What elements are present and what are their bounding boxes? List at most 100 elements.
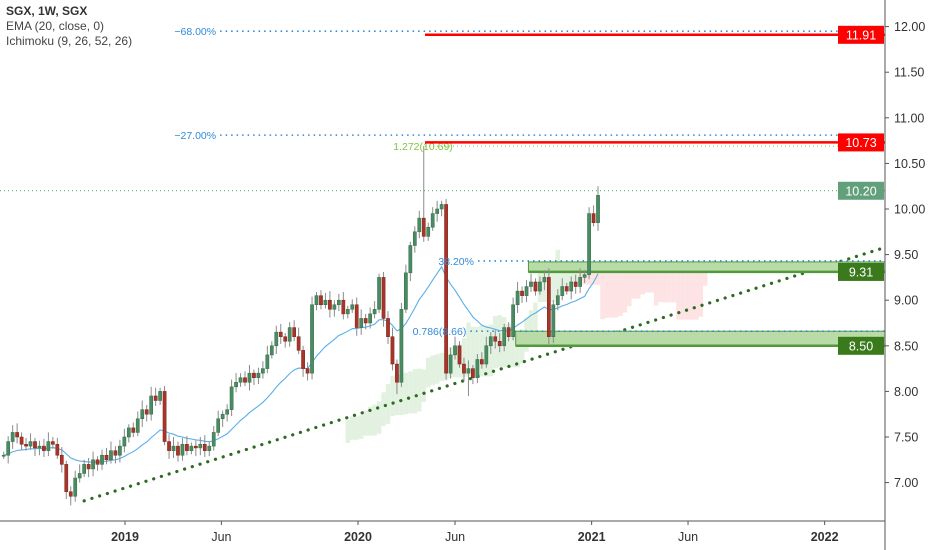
candle-body — [189, 445, 194, 451]
candle-body — [95, 459, 100, 465]
cloud-segment — [591, 271, 596, 285]
candle-body — [64, 464, 69, 492]
cloud-segment — [622, 271, 628, 313]
cloud-segment — [703, 271, 708, 286]
cloud-segment — [635, 271, 641, 299]
candle-body — [511, 304, 515, 337]
candle-body — [359, 318, 364, 328]
time-tick-label: Jun — [211, 530, 231, 544]
cloud-segment — [367, 406, 373, 436]
candle-body — [435, 208, 440, 214]
candle-body — [243, 377, 247, 383]
candle-body — [573, 281, 578, 287]
candle-body — [59, 454, 64, 465]
candle-body — [274, 331, 279, 347]
candle-body — [225, 409, 229, 415]
candle-body — [319, 295, 323, 306]
candle-body — [502, 327, 507, 347]
price-tick-label: 10.50 — [894, 157, 925, 171]
candle-body — [578, 277, 582, 287]
time-tick-label: 2020 — [344, 530, 372, 544]
cloud-segment — [515, 333, 520, 368]
time-tick-label: 2019 — [111, 530, 139, 544]
candle-body — [135, 418, 140, 433]
cloud-segment — [412, 369, 418, 414]
cloud-segment — [506, 323, 511, 368]
candle-body — [547, 277, 551, 337]
ema-indicator-label[interactable]: EMA (20, close, 0) — [6, 19, 105, 33]
cloud-segment — [658, 271, 663, 303]
cloud-segment — [568, 266, 574, 285]
candle-body — [122, 436, 127, 447]
cloud-segment — [350, 416, 355, 440]
candle-body — [591, 213, 596, 223]
candle-body — [462, 363, 466, 374]
candle-body — [471, 368, 475, 378]
candle-body — [515, 290, 520, 306]
price-tick-label: 8.00 — [894, 385, 918, 399]
candle-body — [386, 318, 390, 337]
price-tag-resistance — [838, 133, 884, 152]
time-tick-label: Jun — [678, 530, 698, 544]
candle-body — [439, 204, 444, 210]
price-tick-label: 9.50 — [894, 248, 918, 262]
cloud-segment — [533, 302, 538, 335]
candle-body — [430, 213, 435, 228]
candle-body — [323, 299, 328, 306]
cloud-segment — [354, 416, 360, 440]
candle-body — [560, 286, 565, 296]
candle-body — [252, 372, 256, 378]
candle-body — [73, 477, 78, 497]
cloud-segment — [667, 271, 672, 303]
candle-body — [381, 277, 386, 319]
candle-body — [292, 327, 297, 337]
cloud-segment — [363, 410, 368, 436]
cloud-segment — [604, 271, 610, 319]
time-tick-label: Jun — [445, 530, 465, 544]
candle-body — [448, 354, 453, 374]
candle-body — [488, 336, 493, 347]
candle-body — [587, 213, 591, 275]
cloud-segment — [653, 271, 659, 306]
cloud-segment — [680, 271, 686, 320]
candle-body — [256, 372, 261, 378]
candle-body — [24, 444, 28, 447]
cloud-segment — [551, 268, 556, 302]
candle-body — [412, 231, 417, 246]
symbol-title[interactable]: SGX, 1W, SGX — [6, 4, 88, 18]
price-tag-label: 11.91 — [846, 28, 876, 42]
candle-body — [466, 368, 471, 374]
cloud-segment — [394, 374, 400, 416]
price-tag-label: 10.20 — [845, 184, 876, 198]
cloud-segment — [600, 271, 605, 320]
candle-body — [261, 368, 265, 374]
support-zone — [527, 261, 886, 273]
fib-level-label: 0.786(8.66) — [413, 326, 467, 338]
candle-body — [328, 299, 332, 310]
price-tick-label: 11.50 — [894, 66, 924, 80]
candle-body — [28, 441, 33, 447]
cloud-segment — [452, 345, 458, 378]
candle-body — [234, 382, 238, 388]
candles — [1, 146, 600, 506]
candle-body — [538, 281, 542, 292]
candle-body — [10, 432, 15, 442]
candle-body — [287, 327, 292, 342]
cloud-segment — [595, 271, 601, 285]
candle-body — [6, 441, 11, 456]
cloud-segment — [618, 271, 623, 316]
candle-body — [283, 336, 288, 342]
cloud-segment — [439, 352, 444, 381]
candle-body — [55, 444, 60, 456]
candle-body — [542, 277, 547, 283]
candle-body — [377, 277, 381, 310]
cloud-segment — [470, 326, 476, 377]
cloud-segment — [358, 415, 364, 439]
cloud-segment — [694, 271, 699, 320]
candle-body — [390, 336, 395, 365]
candle-body — [533, 281, 538, 292]
ichimoku-indicator-label[interactable]: Ichimoku (9, 26, 52, 26) — [6, 34, 133, 48]
candle-body — [582, 274, 587, 278]
candle-body — [354, 304, 359, 328]
